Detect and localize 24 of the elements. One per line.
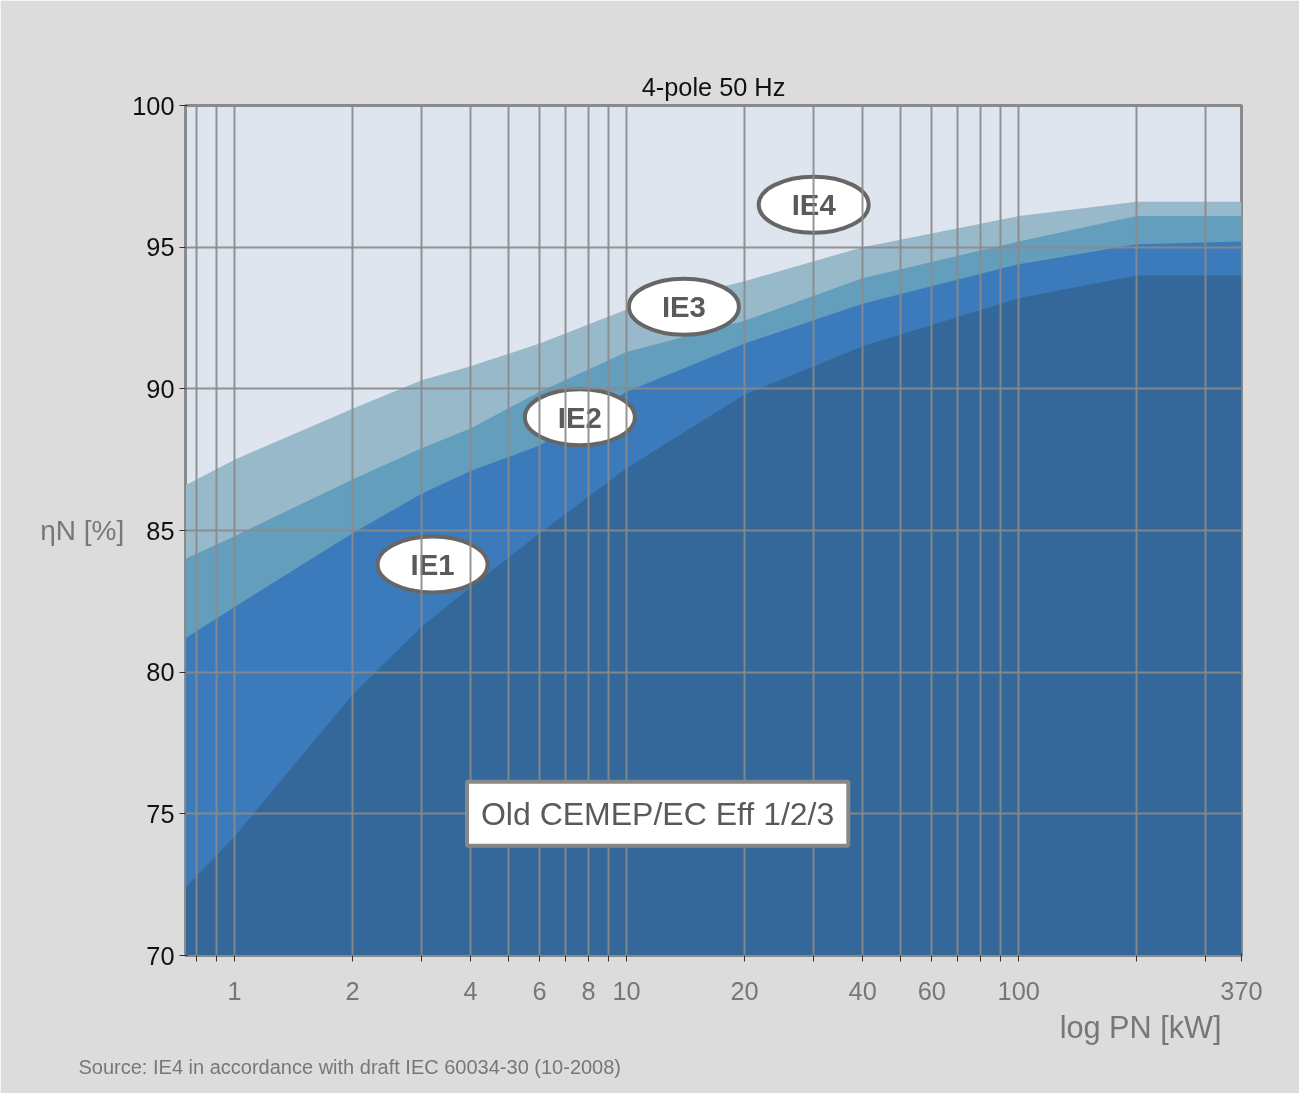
x-tick-label: 60 [917,976,946,1005]
x-tick-label: 1 [227,976,242,1005]
x-tick-label: 370 [1220,976,1263,1005]
x-tick-label: 40 [848,976,877,1005]
y-tick-label: 100 [132,91,175,120]
y-tick-label: 85 [146,516,175,545]
y-tick-label: 95 [146,233,175,262]
source-note: Source: IE4 in accordance with draft IEC 60034-30 (10-2008) [78,1055,622,1078]
x-tick-label: 2 [345,976,360,1005]
x-tick-label: 4 [463,976,478,1005]
x-tick-label: 6 [532,976,547,1005]
x-tick-label: 8 [581,976,596,1005]
annotation: Old CEMEP/EC Eff 1/2/3 [480,795,835,832]
y-tick-label: 75 [146,799,175,828]
y-axis-title: ηN [%] [40,515,125,546]
series-label: IE3 [661,290,706,324]
x-axis-title: log PN [kW] [1059,1009,1222,1045]
y-tick-label: 70 [146,941,175,970]
x-tick-label: 10 [612,976,641,1005]
x-tick-label: 100 [997,976,1040,1005]
chart-title: 4-pole 50 Hz [641,72,786,101]
y-tick-label: 80 [146,658,175,687]
x-tick-label: 20 [730,976,759,1005]
y-tick-label: 90 [146,374,175,403]
